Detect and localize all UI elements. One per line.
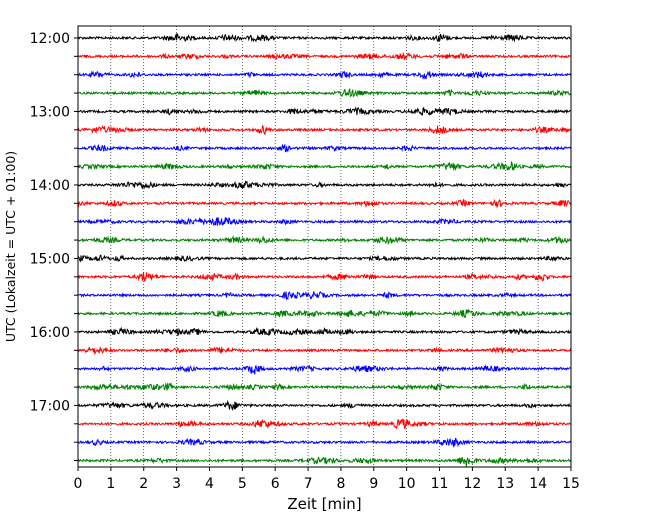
- x-tick-label: 14: [529, 476, 547, 492]
- trace-line: [77, 217, 572, 227]
- y-axis-label: UTC (Lokalzeit = UTC + 01:00): [3, 151, 18, 342]
- x-axis-label: Zeit [min]: [287, 495, 361, 513]
- x-tick-label: 4: [205, 476, 214, 492]
- y-tick-label: 13:00: [30, 104, 70, 120]
- y-tick-label: 16:00: [30, 325, 70, 341]
- y-tick-label: 15:00: [30, 251, 70, 267]
- trace-line: [77, 437, 572, 448]
- trace-line: [77, 308, 572, 319]
- trace-line: [77, 160, 572, 172]
- x-tick-label: 8: [336, 476, 345, 492]
- x-tick-label: 15: [562, 476, 580, 492]
- trace-line: [77, 180, 572, 190]
- trace-line: [77, 106, 572, 117]
- x-tick-label: 0: [74, 476, 83, 492]
- trace-line: [77, 32, 572, 43]
- trace-line: [77, 382, 572, 392]
- trace-line: [77, 456, 572, 467]
- x-tick-label: 1: [106, 476, 115, 492]
- x-tick-label: 3: [172, 476, 181, 492]
- x-tick-label: 2: [139, 476, 148, 492]
- trace-line: [77, 326, 572, 337]
- trace-line: [77, 198, 572, 209]
- x-tick-label: 13: [496, 476, 514, 492]
- trace-line: [77, 70, 572, 81]
- trace-line: [77, 234, 572, 245]
- trace-line: [77, 254, 572, 263]
- x-tick-label: 10: [398, 476, 416, 492]
- trace-line: [77, 418, 572, 430]
- trace-line: [77, 399, 572, 412]
- trace-line: [77, 364, 572, 375]
- x-tick-label: 12: [463, 476, 481, 492]
- y-tick-label: 14:00: [30, 178, 70, 194]
- x-tick-label: 6: [271, 476, 280, 492]
- trace-layer: [77, 32, 572, 467]
- y-axis-ticks: 12:00 13:00 14:00 15:00 16:00 17:00: [30, 31, 78, 462]
- trace-line: [77, 87, 572, 98]
- x-tick-label: 11: [431, 476, 449, 492]
- x-tick-label: 5: [238, 476, 247, 492]
- trace-line: [77, 290, 572, 301]
- trace-line: [77, 345, 572, 356]
- trace-line: [77, 271, 572, 282]
- x-axis-ticks: 0 1 2 3 4 5 6 7 8 9 10 11 12 13 14 15: [74, 467, 580, 492]
- trace-line: [77, 143, 572, 153]
- x-tick-label: 9: [369, 476, 378, 492]
- x-tick-label: 7: [304, 476, 313, 492]
- plot-frame: [77, 25, 572, 468]
- trace-line: [77, 51, 572, 61]
- y-tick-label: 17:00: [30, 398, 70, 414]
- y-tick-label: 12:00: [30, 31, 70, 47]
- trace-line: [77, 124, 572, 136]
